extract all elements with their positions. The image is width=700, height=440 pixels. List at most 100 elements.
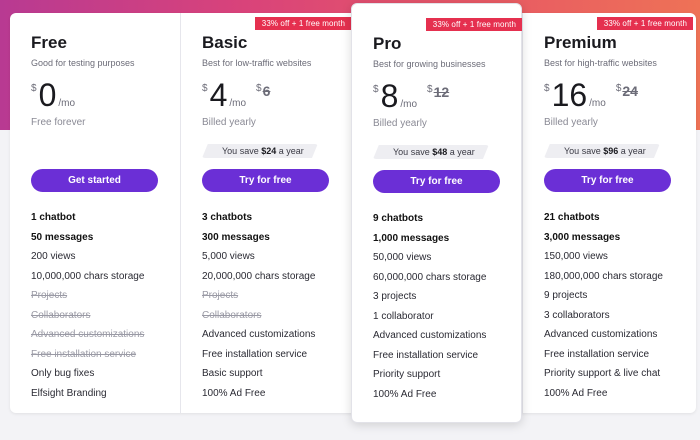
price-row: $ 4 /mo $ 6 — [202, 79, 351, 113]
feature-item: Only bug fixes — [31, 368, 95, 379]
savings-amount: $24 — [261, 146, 277, 156]
currency-symbol: $ — [544, 83, 550, 94]
old-price-currency: $ — [615, 83, 622, 94]
price-period: /mo — [400, 99, 418, 110]
feature-item: 1 collaborator — [373, 310, 434, 322]
old-price: $ 6 — [256, 83, 270, 99]
price-value: 4 — [209, 77, 228, 113]
old-price-value: 6 — [262, 83, 271, 99]
feature-item: Advanced customizations — [202, 329, 316, 340]
savings-area: You save $24 a year — [202, 141, 351, 158]
price-value: 16 — [551, 77, 588, 113]
savings-suffix: a year — [276, 146, 304, 156]
plan-card-premium: 33% off + 1 free month Premium Best for hi… — [522, 13, 693, 413]
feature-item: Collaborators — [31, 309, 91, 321]
feature-item: Advanced customizations — [373, 330, 487, 341]
old-price-value: 24 — [622, 83, 638, 99]
savings-area: You save $48 a year — [373, 142, 521, 159]
feature-item: 1 chatbot — [31, 212, 76, 223]
billing-note: Billed yearly — [202, 117, 256, 128]
savings-suffix: a year — [618, 146, 646, 156]
feature-item: 5,000 views — [202, 251, 255, 262]
feature-item: 3 chatbots — [202, 212, 253, 223]
plan-name: Basic — [202, 33, 248, 52]
discount-ribbon: 33% off + 1 free month — [425, 18, 522, 31]
savings-suffix: a year — [447, 147, 475, 157]
old-price-currency: $ — [256, 83, 262, 94]
savings-badge: You save $24 a year — [202, 144, 318, 158]
feature-item: 100% Ad Free — [544, 387, 608, 399]
free-cta-button[interactable]: Get started — [31, 169, 158, 192]
feature-item: 3,000 messages — [544, 231, 621, 243]
feature-item: 100% Ad Free — [373, 388, 437, 400]
feature-item: Priority support — [373, 369, 441, 380]
plan-card-pro: 33% off + 1 free month Pro Best for growin… — [351, 3, 522, 423]
basic-cta-button[interactable]: Try for free — [202, 169, 329, 192]
feature-list: 1 chatbot 50 messages 200 views 10,000,000 … — [31, 212, 181, 407]
old-price: $ 24 — [616, 83, 638, 99]
savings-badge: You save $48 a year — [373, 145, 489, 159]
feature-item: Free installation service — [373, 349, 479, 361]
price-row: $ 8 /mo $ 12 — [373, 80, 521, 114]
feature-item: Collaborators — [202, 309, 262, 321]
billing-note: Billed yearly — [544, 117, 598, 128]
old-price-currency: $ — [427, 84, 433, 95]
old-price-value: 12 — [433, 84, 450, 100]
plan-name: Pro — [373, 34, 402, 53]
feature-item: 21 chatbots — [544, 212, 600, 223]
savings-prefix: You save — [393, 147, 433, 157]
feature-item: 100% Ad Free — [202, 387, 266, 399]
savings-badge: You save $96 a year — [544, 144, 660, 158]
price-row: $ 0 /mo — [31, 79, 181, 113]
currency-symbol: $ — [373, 84, 379, 95]
plan-subtitle: Best for high-traffic websites — [544, 58, 657, 68]
feature-item: Priority support & live chat — [544, 368, 661, 379]
plan-name: Premium — [544, 33, 617, 52]
feature-item: 60,000,000 chars storage — [373, 271, 487, 283]
billing-note: Billed yearly — [373, 118, 427, 129]
feature-list: 9 chatbots 1,000 messages 50,000 views 60,0… — [373, 213, 521, 408]
plan-card-basic: 33% off + 1 free month Basic Best for low-… — [180, 13, 351, 413]
billing-note: Free forever — [31, 117, 86, 128]
feature-item: 50 messages — [31, 231, 94, 243]
price-period: /mo — [58, 98, 76, 109]
feature-item: 9 projects — [544, 290, 588, 301]
feature-list: 3 chatbots 300 messages 5,000 views 20,000,… — [202, 212, 351, 407]
plan-subtitle: Best for low-traffic websites — [202, 58, 312, 68]
feature-item: 1,000 messages — [373, 232, 450, 244]
price-row: $ 16 /mo $ 24 — [544, 79, 693, 113]
feature-item: 20,000,000 chars storage — [202, 270, 316, 282]
premium-cta-button[interactable]: Try for free — [544, 169, 671, 192]
discount-ribbon: 33% off + 1 free month — [596, 17, 693, 30]
savings-prefix: You save — [222, 146, 262, 156]
price-period: /mo — [589, 98, 606, 109]
price-value: 0 — [38, 77, 57, 113]
savings-amount: $96 — [603, 146, 619, 156]
feature-item: 300 messages — [202, 231, 270, 243]
plan-subtitle: Good for testing purposes — [31, 58, 135, 68]
plan-card-free: Free Good for testing purposes $ 0 /mo Fre… — [10, 13, 181, 413]
feature-item: 200 views — [31, 251, 76, 262]
feature-item: 50,000 views — [373, 252, 432, 263]
savings-amount: $48 — [432, 147, 448, 157]
plan-name: Free — [31, 33, 67, 52]
price-value: 8 — [380, 78, 399, 114]
feature-list: 21 chatbots 3,000 messages 150,000 views 18… — [544, 212, 693, 407]
savings-prefix: You save — [564, 146, 604, 156]
feature-item: Advanced customizations — [31, 329, 145, 340]
savings-area: You save $96 a year — [544, 141, 693, 158]
discount-ribbon: 33% off + 1 free month — [254, 17, 351, 30]
feature-item: Advanced customizations — [544, 329, 658, 340]
plan-subtitle: Best for growing businesses — [373, 59, 486, 69]
feature-item: Free installation service — [544, 348, 650, 360]
price-period: /mo — [229, 98, 247, 109]
savings-area — [31, 141, 181, 155]
feature-item: Elfsight Branding — [31, 387, 107, 399]
feature-item: Free installation service — [202, 348, 308, 360]
feature-item: 150,000 views — [544, 251, 608, 262]
pro-cta-button[interactable]: Try for free — [373, 170, 500, 193]
old-price: $ 12 — [427, 84, 449, 100]
feature-item: Free installation service — [31, 348, 137, 360]
feature-item: 3 projects — [373, 291, 417, 302]
feature-item: 10,000,000 chars storage — [31, 270, 145, 282]
